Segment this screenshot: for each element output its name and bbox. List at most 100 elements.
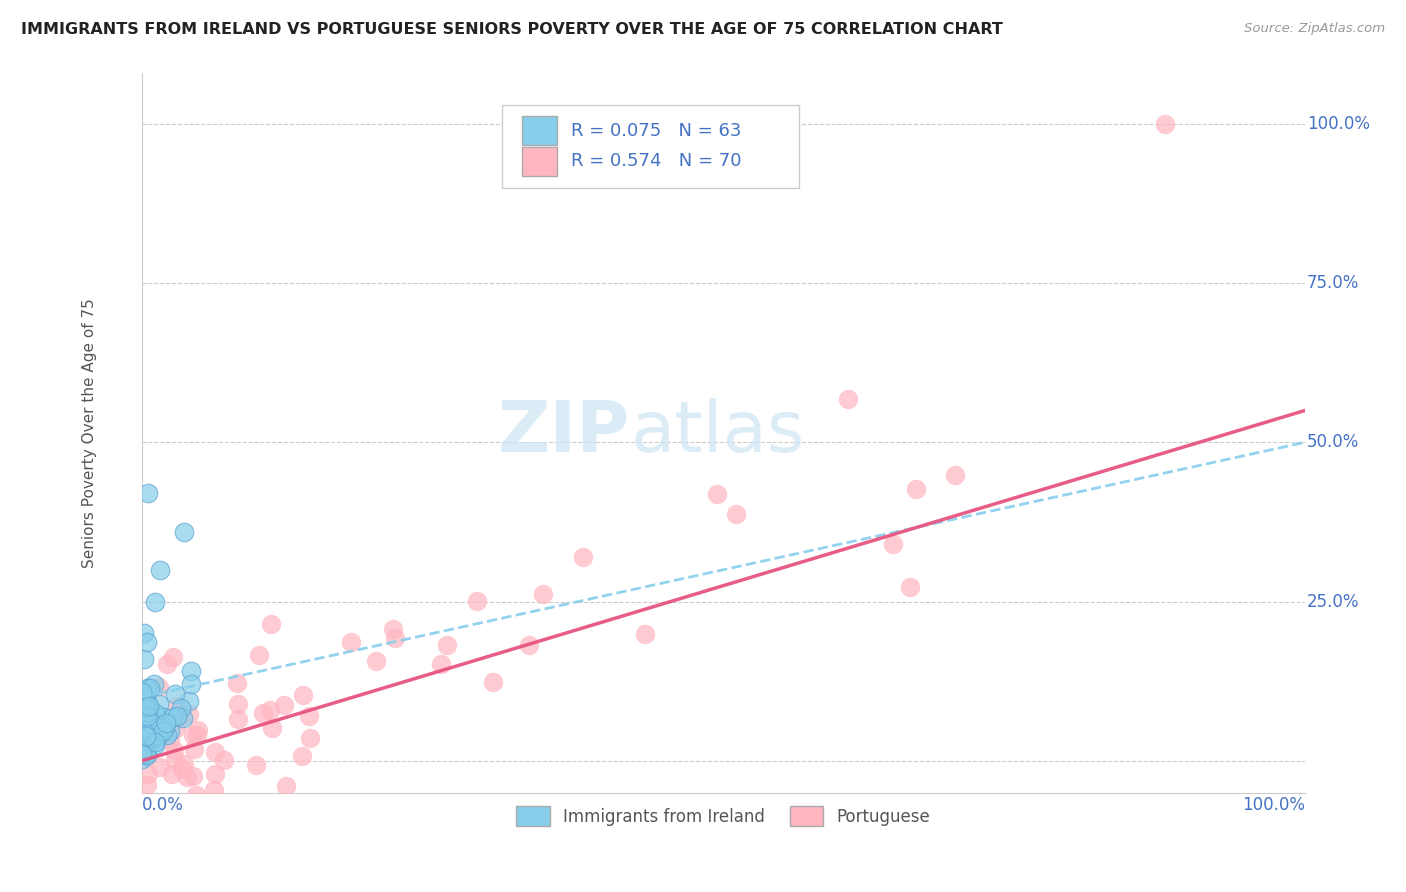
Point xyxy=(145,712,167,726)
Point xyxy=(177,693,200,707)
Text: R = 0.075   N = 63: R = 0.075 N = 63 xyxy=(571,121,741,139)
Point xyxy=(149,563,172,577)
Point xyxy=(1154,117,1177,131)
Point xyxy=(134,690,156,704)
Point xyxy=(252,706,274,720)
Point xyxy=(517,638,540,652)
Point xyxy=(159,723,181,738)
Point xyxy=(299,731,322,745)
Text: ZIP: ZIP xyxy=(498,399,630,467)
Point xyxy=(181,769,204,783)
Point xyxy=(138,486,160,500)
Point xyxy=(226,697,249,711)
Point xyxy=(135,695,157,709)
Legend: Immigrants from Ireland, Portuguese: Immigrants from Ireland, Portuguese xyxy=(508,797,939,835)
Point xyxy=(436,638,458,652)
Point xyxy=(131,685,153,699)
Point xyxy=(467,594,489,608)
Point xyxy=(143,677,166,691)
Point xyxy=(143,594,166,608)
Point xyxy=(173,524,195,539)
Point xyxy=(176,770,198,784)
Point xyxy=(163,742,186,756)
Point xyxy=(531,587,554,601)
Point xyxy=(187,723,209,737)
Point xyxy=(482,675,505,690)
Point xyxy=(882,537,904,551)
Point xyxy=(134,715,156,730)
Point xyxy=(153,721,176,735)
Point xyxy=(179,706,201,721)
Point xyxy=(134,711,156,725)
Text: Seniors Poverty Over the Age of 75: Seniors Poverty Over the Age of 75 xyxy=(82,298,97,567)
Point xyxy=(183,742,205,756)
Point xyxy=(943,467,966,482)
Point xyxy=(430,657,453,671)
Point xyxy=(135,729,157,743)
Point xyxy=(131,752,153,766)
Point xyxy=(172,711,194,725)
Text: Source: ZipAtlas.com: Source: ZipAtlas.com xyxy=(1244,22,1385,36)
Point xyxy=(132,741,155,756)
Point xyxy=(162,649,184,664)
Point xyxy=(226,712,249,726)
Point xyxy=(141,716,163,731)
Point xyxy=(146,730,169,744)
Point xyxy=(634,627,657,641)
Point xyxy=(340,635,363,649)
Point xyxy=(276,779,298,793)
Point xyxy=(173,757,195,772)
Point xyxy=(291,688,314,702)
Point xyxy=(136,708,159,723)
FancyBboxPatch shape xyxy=(522,147,557,176)
Point xyxy=(898,580,921,594)
Point xyxy=(214,753,236,767)
Point xyxy=(143,730,166,744)
Text: 100.0%: 100.0% xyxy=(1308,115,1369,133)
Point xyxy=(141,724,163,739)
Point xyxy=(148,697,170,711)
Point xyxy=(159,733,181,747)
Point xyxy=(138,734,160,748)
Point xyxy=(132,712,155,726)
Text: 0.0%: 0.0% xyxy=(142,796,184,814)
Point xyxy=(131,699,153,714)
Point xyxy=(706,487,728,501)
Point xyxy=(186,728,208,742)
Point xyxy=(136,698,159,713)
Point xyxy=(146,717,169,731)
Point xyxy=(247,648,270,662)
Point xyxy=(139,711,162,725)
Point xyxy=(170,700,193,714)
Point xyxy=(146,728,169,742)
Point xyxy=(905,483,928,497)
Point xyxy=(259,703,281,717)
Point xyxy=(273,698,295,712)
Text: 75.0%: 75.0% xyxy=(1308,274,1360,293)
Point xyxy=(139,681,162,695)
Text: IMMIGRANTS FROM IRELAND VS PORTUGUESE SENIORS POVERTY OVER THE AGE OF 75 CORRELA: IMMIGRANTS FROM IRELAND VS PORTUGUESE SE… xyxy=(21,22,1002,37)
Point xyxy=(155,716,177,731)
Point xyxy=(204,745,226,759)
Point xyxy=(135,748,157,763)
Point xyxy=(134,700,156,714)
Point xyxy=(131,747,153,761)
Point xyxy=(837,392,859,407)
Point xyxy=(141,719,163,733)
Point xyxy=(165,686,187,700)
Text: 25.0%: 25.0% xyxy=(1308,592,1360,611)
Point xyxy=(226,676,249,690)
Point xyxy=(160,766,183,780)
Text: 100.0%: 100.0% xyxy=(1241,796,1305,814)
Text: atlas: atlas xyxy=(630,399,804,467)
Point xyxy=(156,728,179,742)
Point xyxy=(138,699,160,714)
Point xyxy=(136,805,159,819)
Point xyxy=(149,760,172,774)
Point xyxy=(139,730,162,744)
Point xyxy=(134,652,156,666)
Point xyxy=(143,735,166,749)
Point xyxy=(180,676,202,690)
Point xyxy=(148,680,170,694)
Point xyxy=(156,657,179,671)
